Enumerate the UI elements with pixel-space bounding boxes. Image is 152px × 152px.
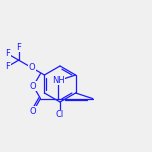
Text: NH: NH <box>52 76 65 85</box>
Text: F: F <box>16 43 21 52</box>
Text: F: F <box>5 49 10 58</box>
Text: O: O <box>30 107 37 116</box>
Text: O: O <box>29 63 35 72</box>
Text: F: F <box>5 62 10 71</box>
Text: Cl: Cl <box>56 110 64 119</box>
Text: O: O <box>30 82 37 91</box>
